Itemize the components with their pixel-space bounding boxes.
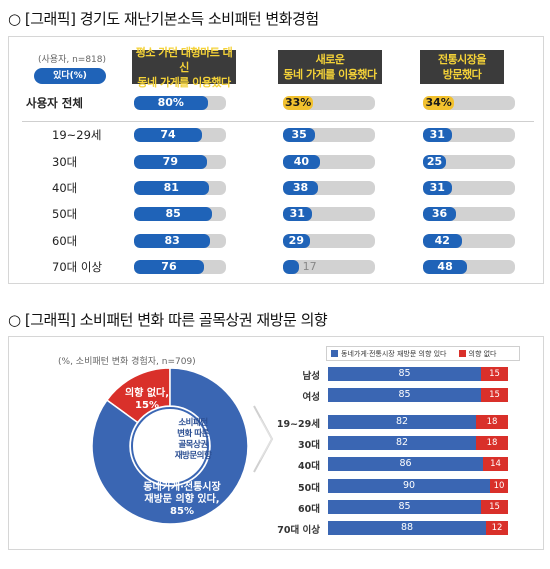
- section2-note: (%, 소비패턴 변화 경험자, n=709): [58, 357, 196, 367]
- divider: [22, 121, 534, 122]
- legend-yes-label: 동네가게·전통시장 재방문 의향 있다: [341, 349, 447, 358]
- legend-no-label: 의향 없다: [468, 349, 497, 358]
- donut-center: [131, 407, 209, 485]
- legend: 동네가게·전통시장 재방문 의향 있다 의향 없다: [326, 346, 520, 361]
- donut-yes-label: 동네가게·전통시장 재방문 의향 있다, 85%: [143, 482, 221, 517]
- legend-yes-swatch: [331, 350, 338, 357]
- donut-center-label: 소비패턴 변화 따른 골목상권 재방문의향: [174, 418, 212, 461]
- donut-slice-yes: [91, 367, 249, 525]
- section1-note: (사용자, n=818): [38, 55, 107, 65]
- column-header-2: 새로운 동네 가게를 이용했다: [278, 50, 382, 84]
- donut-chart: [91, 367, 249, 525]
- donut-no-label: 의향 없다, 15%: [124, 388, 170, 411]
- section1-panel: [8, 36, 544, 284]
- section1-title: ○ [그래픽] 경기도 재난기본소득 소비패턴 변화경험: [8, 10, 319, 28]
- column-header-1: 평소 가던 대형마트 대신 동네 가게를 이용했다: [132, 46, 236, 89]
- section2-panel: [8, 336, 544, 550]
- column-header-3: 전통시장을 방문했다: [420, 50, 504, 84]
- legend-no-swatch: [458, 350, 466, 357]
- section2-title: ○ [그래픽] 소비패턴 변화 따른 골목상권 재방문 의향: [8, 311, 328, 329]
- yes-percent-badge: 있다(%): [34, 68, 106, 84]
- arrow-icon: [253, 405, 274, 473]
